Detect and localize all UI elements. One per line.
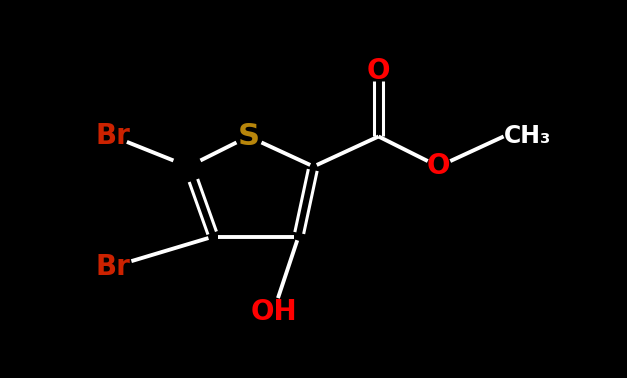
Text: O: O [367,57,390,85]
Text: CH₃: CH₃ [503,124,551,149]
Text: Br: Br [96,122,131,150]
Text: Br: Br [96,253,131,280]
Text: OH: OH [250,297,297,325]
Text: S: S [238,122,260,151]
Text: O: O [427,152,450,180]
